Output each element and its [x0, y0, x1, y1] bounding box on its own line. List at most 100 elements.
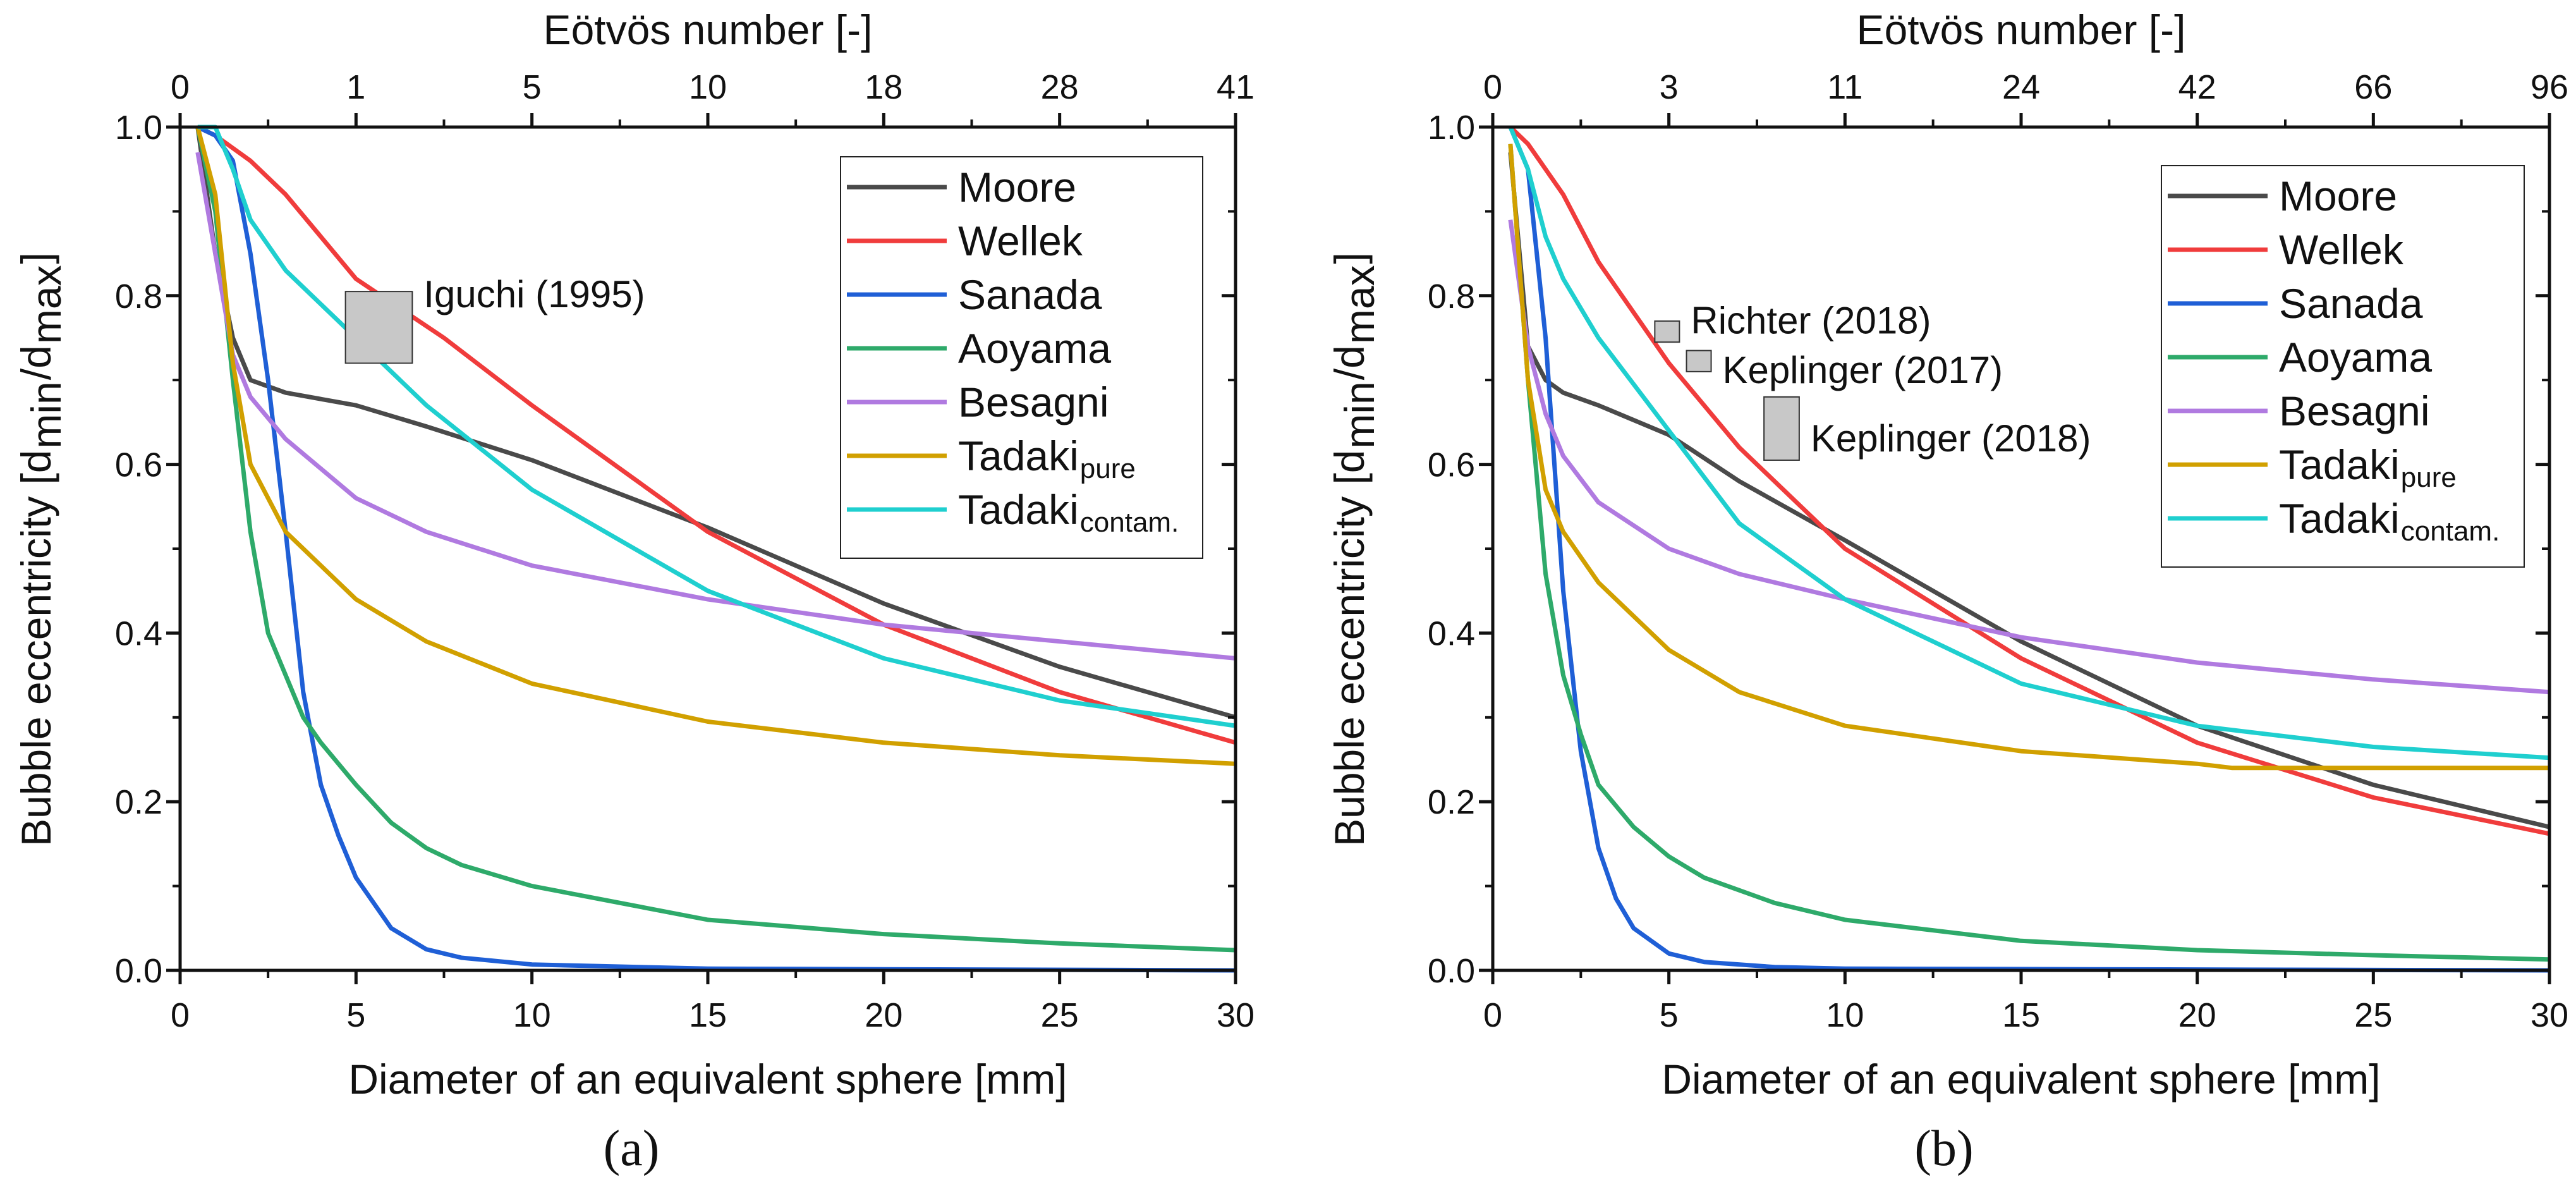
x-tick-label: 5	[346, 996, 365, 1034]
y-axis-title-part: ]	[13, 252, 59, 264]
y-axis-title-part: Bubble eccentricity [d	[13, 450, 59, 846]
top-tick-label: 28	[1041, 68, 1079, 106]
legend-label-subscript: contam.	[1080, 507, 1179, 538]
legend-label: Besagni	[958, 379, 1109, 425]
y-axis-title-subscript: max	[23, 265, 70, 344]
legend-label: Wellek	[958, 217, 1083, 264]
legend-box	[2161, 165, 2525, 568]
y-tick-label: 0.4	[1428, 614, 1475, 652]
y-tick-label: 0.8	[115, 278, 162, 315]
legend-label: Sanada	[2279, 280, 2423, 327]
y-axis-title-part: /d	[13, 345, 59, 380]
annotation-label: Keplinger (2018)	[1811, 417, 2091, 460]
legend-label: Aoyama	[2279, 334, 2432, 381]
top-tick-label: 11	[1827, 68, 1862, 106]
top-tick-label: 3	[1660, 68, 1679, 106]
annotation-label: Iguchi (1995)	[423, 273, 645, 315]
x-tick-label: 25	[2354, 996, 2392, 1034]
legend-label-subscript: pure	[1080, 453, 1136, 484]
y-axis-title-subscript: max	[1336, 265, 1383, 344]
chart-panel-a: 0 0 5 1 10 5 15 10 20 18 25 28 30 41 0.0 0.2 0.4 0.6 0.8 1.…	[13, 6, 1255, 1176]
series-line-wellek	[197, 125, 1236, 745]
legend: Moore Wellek Sanada Aoyama Besagni Tadaki pure…	[840, 156, 1203, 559]
x-axis-title: Diameter of an equivalent sphere [mm]	[348, 1056, 1067, 1102]
legend-label: Wellek	[2279, 226, 2404, 273]
legend-label: Aoyama	[958, 325, 1111, 372]
panel-label: (b)	[1914, 1121, 1973, 1176]
x-tick-label: 5	[1660, 996, 1679, 1034]
series-line-sanada	[197, 125, 1236, 973]
top-tick-label: 96	[2530, 68, 2568, 106]
series-line-tadaki-contam-	[197, 125, 1236, 728]
x-tick-label: 25	[1041, 996, 1079, 1034]
y-tick-label: 1.0	[115, 109, 162, 147]
top-tick-label: 0	[171, 68, 190, 106]
y-tick-label: 0.0	[115, 952, 162, 990]
series-line-aoyama	[195, 126, 1236, 953]
legend-label: Tadaki	[958, 486, 1079, 533]
data-range-box	[1686, 350, 1712, 372]
x-tick-label: 15	[689, 996, 727, 1034]
series-line-tadaki-pure	[195, 126, 1236, 766]
top-tick-label: 0	[1483, 68, 1502, 106]
data-range-box	[1654, 320, 1680, 343]
legend-label: Tadaki	[2279, 441, 2400, 488]
annotation-label: Keplinger (2017)	[1723, 349, 2003, 391]
y-tick-label: 0.2	[115, 783, 162, 821]
legend-label: Sanada	[958, 271, 1102, 318]
x-tick-label: 30	[1217, 996, 1255, 1034]
y-tick-label: 0.0	[1428, 952, 1475, 990]
top-tick-label: 18	[865, 68, 902, 106]
series-line-tadaki-pure	[1508, 144, 2549, 771]
legend-label: Besagni	[2279, 388, 2430, 434]
y-tick-label: 0.6	[1428, 446, 1475, 484]
data-range-box	[1763, 396, 1800, 461]
data-range-box	[344, 291, 413, 364]
y-axis-title-subscript: min	[23, 381, 70, 448]
y-tick-label: 0.2	[1428, 783, 1475, 821]
top-tick-label: 24	[2002, 68, 2040, 106]
x-tick-label: 30	[2530, 996, 2568, 1034]
legend-label-subscript: contam.	[2401, 516, 2500, 547]
legend-label-subscript: pure	[2401, 462, 2457, 493]
y-tick-label: 0.4	[115, 614, 162, 652]
legend: Moore Wellek Sanada Aoyama Besagni Tadaki pure…	[2161, 165, 2525, 568]
y-axis-title-subscript: min	[1336, 381, 1383, 448]
series-line-moore	[1508, 152, 2550, 829]
series-line-aoyama	[1508, 144, 2550, 962]
legend-label: Moore	[2279, 173, 2397, 219]
annotation-label: Richter (2018)	[1691, 299, 1931, 341]
series-line-sanada	[1508, 126, 2550, 973]
x-tick-label: 10	[1826, 996, 1864, 1034]
top-tick-label: 42	[2178, 68, 2216, 106]
y-tick-label: 0.8	[1428, 278, 1475, 315]
top-tick-label: 1	[346, 68, 365, 106]
x-axis-title: Diameter of an equivalent sphere [mm]	[1662, 1056, 2380, 1102]
chart-panel-b: 0 0 5 3 10 11 15 24 20 42 25 66 30 96 0.0 0.2 0.4 0.6 0.8 1…	[1326, 6, 2568, 1176]
y-axis-title-part: /d	[1326, 345, 1373, 380]
legend-box	[840, 156, 1203, 559]
y-axis-title-part: Bubble eccentricity [d	[1326, 450, 1373, 846]
top-tick-label: 10	[689, 68, 727, 106]
y-axis-title-part: ]	[1326, 252, 1373, 264]
legend-label: Tadaki	[2279, 495, 2400, 542]
top-axis-title: Eötvös number [-]	[544, 6, 873, 53]
top-axis-title: Eötvös number [-]	[1857, 6, 2186, 53]
x-tick-label: 10	[513, 996, 551, 1034]
x-tick-label: 15	[2002, 996, 2040, 1034]
y-tick-label: 1.0	[1428, 109, 1475, 147]
panel-label: (a)	[604, 1121, 660, 1176]
top-tick-label: 66	[2354, 68, 2392, 106]
top-tick-label: 41	[1217, 68, 1255, 106]
x-tick-label: 0	[1483, 996, 1502, 1034]
x-tick-label: 0	[171, 996, 190, 1034]
top-tick-label: 5	[523, 68, 542, 106]
x-tick-label: 20	[865, 996, 902, 1034]
legend-label: Moore	[958, 164, 1076, 211]
series-line-besagni	[1508, 219, 2550, 695]
legend-label: Tadaki	[958, 432, 1079, 479]
y-tick-label: 0.6	[115, 446, 162, 484]
